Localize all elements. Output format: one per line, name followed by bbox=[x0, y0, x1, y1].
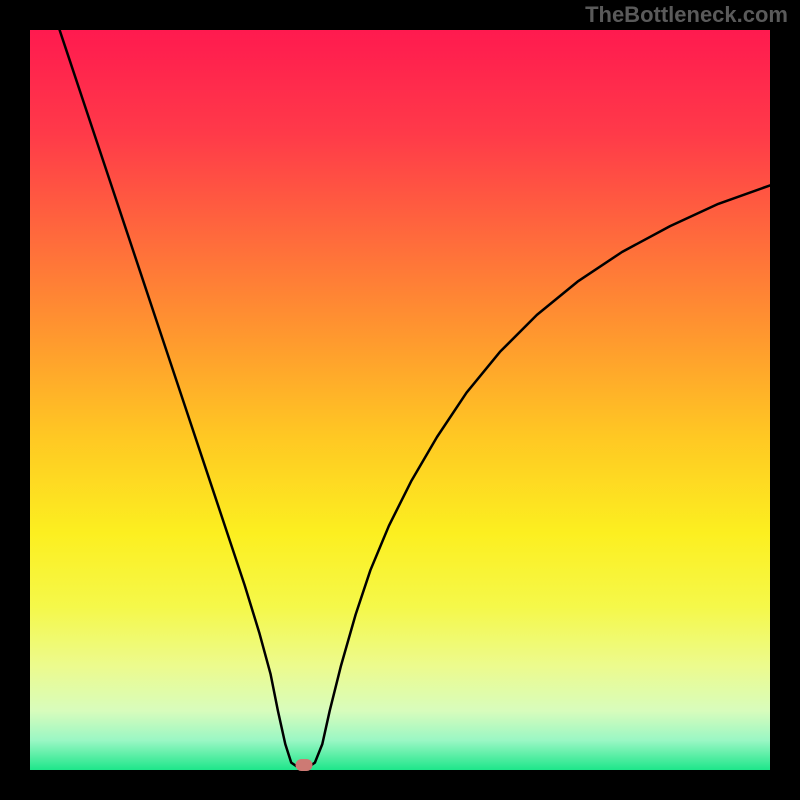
watermark-text: TheBottleneck.com bbox=[585, 2, 788, 28]
plot-area bbox=[30, 30, 770, 770]
optimum-marker bbox=[295, 759, 312, 771]
bottleneck-curve bbox=[60, 30, 770, 768]
figure-container: TheBottleneck.com bbox=[0, 0, 800, 800]
curve-layer bbox=[30, 30, 770, 770]
